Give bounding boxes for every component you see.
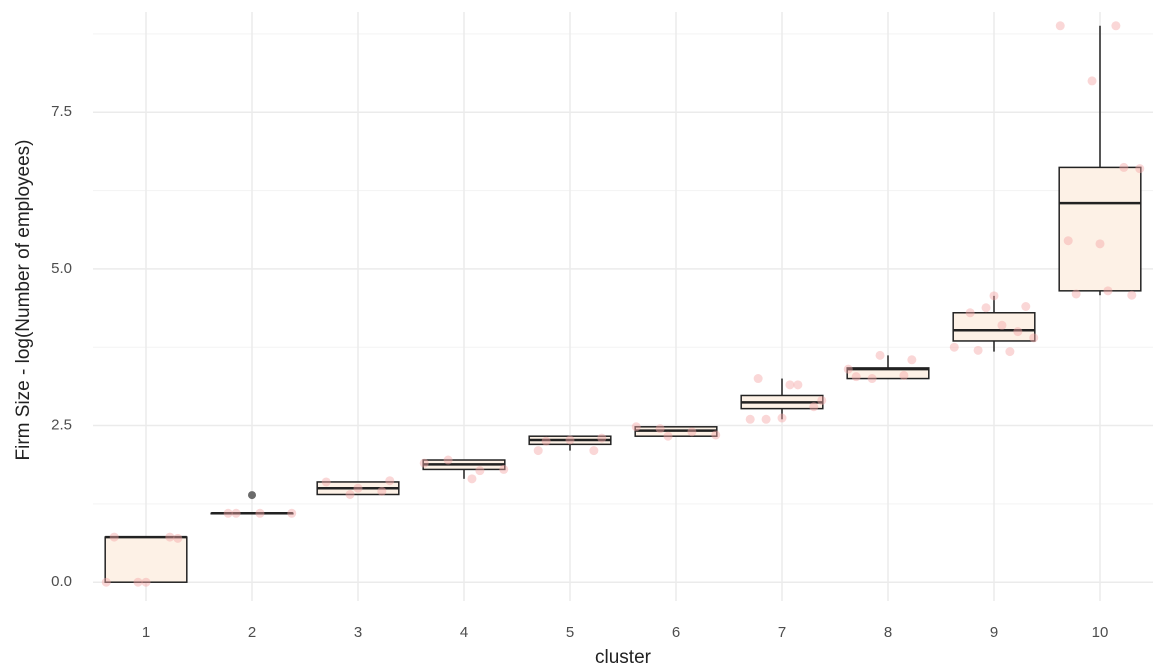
jitter-point — [109, 532, 119, 542]
x-tick-label: 3 — [354, 624, 362, 641]
x-tick-label: 9 — [990, 624, 998, 641]
x-tick-label: 5 — [566, 624, 574, 641]
jitter-point — [745, 414, 755, 424]
jitter-point — [1087, 76, 1097, 86]
x-tick-label: 2 — [248, 624, 256, 641]
jitter-point — [589, 446, 599, 456]
box — [846, 367, 930, 380]
x-tick-label: 8 — [884, 624, 892, 641]
jitter-point — [1021, 302, 1031, 311]
jitter-point — [663, 431, 673, 441]
jitter-point — [631, 422, 641, 432]
jitter-point — [565, 435, 575, 445]
y-tick-label: 5.0 — [51, 260, 72, 277]
jitter-point — [321, 477, 331, 487]
box — [952, 312, 1036, 342]
jitter-point — [475, 466, 485, 476]
jitter-point — [981, 303, 991, 313]
jitter-point — [761, 414, 771, 424]
jitter-point — [443, 455, 453, 465]
jitter-point — [385, 476, 395, 486]
box — [1058, 166, 1142, 292]
jitter-point — [419, 458, 429, 468]
jitter-point — [989, 291, 999, 301]
jitter-point — [965, 308, 975, 318]
jitter-point — [899, 370, 909, 380]
jitter-point — [467, 474, 477, 484]
jitter-point — [287, 508, 297, 518]
jitter-point — [345, 489, 355, 499]
y-tick-label: 2.5 — [51, 417, 72, 434]
x-tick-label: 7 — [778, 624, 786, 641]
jitter-point — [597, 433, 607, 443]
x-tick-label: 10 — [1092, 624, 1109, 641]
jitter-point — [1063, 236, 1073, 246]
x-axis-title: cluster — [595, 647, 652, 668]
jitter-point — [785, 380, 795, 390]
jitter-point — [687, 427, 697, 437]
jitter-point — [949, 342, 959, 352]
outlier — [248, 491, 256, 500]
jitter-point — [223, 508, 233, 518]
jitter-point — [1095, 239, 1105, 249]
jitter-point — [753, 374, 763, 384]
jitter-point — [997, 320, 1007, 330]
jitter-point — [655, 424, 665, 434]
jitter-point — [1111, 21, 1121, 31]
x-tick-label: 6 — [672, 624, 680, 641]
jitter-point — [101, 577, 111, 587]
jitter-point — [867, 374, 877, 384]
y-axis-title: Firm Size - log(Number of employees) — [13, 140, 34, 461]
y-tick-label: 0.0 — [51, 573, 72, 590]
x-tick-label: 1 — [142, 624, 150, 641]
jitter-point — [1103, 286, 1113, 296]
jitter-point — [777, 413, 787, 423]
jitter-point — [133, 577, 143, 587]
jitter-point — [711, 430, 721, 440]
jitter-point — [499, 464, 509, 474]
jitter-point — [353, 483, 363, 493]
jitter-point — [1071, 289, 1081, 299]
jitter-point — [809, 402, 819, 412]
jitter-point — [1029, 333, 1039, 343]
jitter-point — [1135, 164, 1145, 174]
jitter-point — [1119, 162, 1129, 172]
jitter-point — [141, 577, 151, 587]
jitter-point — [255, 508, 265, 518]
x-tick-label: 4 — [460, 624, 468, 641]
jitter-point — [843, 364, 853, 374]
jitter-point — [231, 508, 241, 518]
jitter-point — [173, 533, 183, 543]
jitter-point — [817, 395, 827, 405]
jitter-point — [1013, 327, 1023, 337]
jitter-point — [1005, 347, 1015, 357]
jitter-point — [875, 350, 885, 360]
jitter-point — [165, 532, 175, 542]
jitter-point — [533, 446, 543, 456]
y-tick-label: 7.5 — [51, 103, 72, 120]
jitter-point — [973, 345, 983, 355]
jitter-point — [377, 486, 387, 496]
box — [104, 536, 188, 583]
jitter-point — [1127, 290, 1137, 300]
jitter-point — [907, 355, 917, 365]
jitter-point — [851, 372, 861, 382]
jitter-point — [541, 436, 551, 446]
jitter-point — [793, 380, 803, 390]
jitter-point — [1055, 21, 1065, 31]
